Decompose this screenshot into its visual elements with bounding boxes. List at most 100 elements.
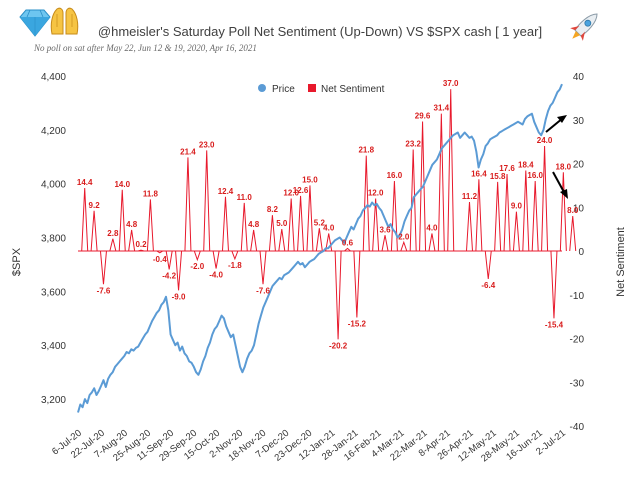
y2-tick-label: 30 [573, 116, 585, 127]
sentiment-spike [569, 215, 577, 252]
sentiment-data-label: -1.8 [228, 261, 242, 270]
y2-tick-label: 0 [578, 247, 584, 258]
sentiment-data-label: 12.4 [218, 187, 234, 196]
arrow-down-icon [552, 171, 568, 199]
sentiment-data-label: 8.2 [267, 205, 279, 214]
y-tick-label: 3,200 [41, 395, 66, 406]
sentiment-data-label: -15.4 [545, 320, 564, 329]
sentiment-spike [250, 229, 258, 252]
sentiment-data-label: 17.6 [499, 164, 515, 173]
legend: Price Net Sentiment [258, 84, 385, 95]
sentiment-spike [503, 173, 511, 252]
sentiment-data-label: -20.2 [329, 341, 348, 350]
y-tick-label: 4,000 [41, 180, 66, 191]
rocket-icon [570, 13, 598, 41]
sentiment-data-label: 0.6 [342, 238, 354, 247]
sentiment-data-label: 11.0 [237, 193, 253, 202]
y-tick-label: 3,400 [41, 341, 66, 352]
sentiment-spike [372, 198, 380, 252]
sentiment-spike [484, 250, 492, 280]
sentiment-spike [522, 170, 530, 252]
sentiment-data-label: 4.0 [323, 224, 335, 233]
y2-axis-ticks: -40 -30 -20 -10 0 10 20 30 40 [570, 72, 585, 433]
sentiment-data-label: 31.4 [434, 104, 450, 113]
sentiment-data-label: 18.0 [556, 162, 572, 171]
y-tick-label: 4,200 [41, 126, 66, 137]
sentiment-data-label: 21.8 [358, 146, 374, 155]
sentiment-spike [475, 179, 483, 252]
sentiment-spike [531, 180, 539, 252]
sentiment-data-label: 24.0 [537, 136, 553, 145]
sentiment-data-label: 2.0 [398, 232, 410, 241]
y2-tick-label: 40 [573, 72, 585, 83]
sentiment-spike [240, 202, 248, 252]
sentiment-spike [447, 89, 455, 252]
sentiment-data-label: 23.2 [405, 140, 421, 149]
sentiment-spike [344, 247, 351, 252]
sentiment-data-label: -15.2 [348, 320, 367, 329]
sentiment-spike [437, 113, 445, 252]
sentiment-spike [259, 250, 267, 285]
sentiment-data-label: -6.4 [481, 281, 495, 290]
sentiment-spike [231, 250, 239, 261]
sentiment-data-label: 12.6 [293, 186, 309, 195]
y2-tick-label: -40 [570, 422, 585, 433]
sentiment-data-label: 15.0 [302, 175, 318, 184]
sentiment-data-label: -2.0 [190, 262, 204, 271]
sentiment-data-label: 5.2 [314, 218, 326, 227]
sentiment-spike [306, 185, 314, 252]
sentiment-data-label: 18.4 [518, 161, 534, 170]
arrow-up-icon [545, 115, 567, 133]
sentiment-spike [315, 228, 323, 252]
sentiment-spike [428, 233, 436, 252]
y-axis-ticks: 3,200 3,400 3,600 3,800 4,000 4,200 4,400 [41, 72, 66, 406]
sentiment-data-label: 16.0 [387, 171, 403, 180]
sentiment-spike [165, 250, 173, 270]
sentiment-data-label: 11.2 [462, 192, 478, 201]
chart-title: @hmeisler's Saturday Poll Net Sentiment … [97, 24, 543, 39]
sentiment-data-label: 4.8 [248, 220, 260, 229]
sentiment-spike [541, 145, 549, 252]
sentiment-data-label: 21.4 [180, 147, 196, 156]
sentiment-spike [90, 210, 98, 252]
sentiment-spike [494, 181, 502, 252]
sentiment-spike [400, 240, 408, 252]
y2-tick-label: -30 [570, 378, 585, 389]
sentiment-data-label: 4.8 [126, 220, 138, 229]
sentiment-spike [128, 229, 136, 252]
sentiment-data-label: 16.0 [527, 171, 543, 180]
gem-icon [19, 9, 51, 37]
sentiment-data-label: 12.0 [368, 189, 384, 198]
sentiment-data-label: 14.4 [77, 178, 93, 187]
sentiment-spike [146, 199, 154, 252]
sentiment-data-label: -7.6 [256, 286, 270, 295]
sentiment-spike [334, 250, 342, 340]
y2-tick-label: -20 [570, 335, 585, 346]
sentiment-spike [99, 250, 107, 285]
legend-sentiment-marker [308, 84, 316, 92]
sentiment-spike [193, 250, 201, 262]
sentiment-spike [390, 180, 398, 252]
sentiment-spike [221, 196, 229, 252]
sentiment-spike [81, 187, 89, 252]
sentiment-spike [550, 250, 558, 319]
y2-tick-label: 10 [573, 203, 585, 214]
sentiment-data-label: 37.0 [443, 79, 459, 88]
sentiment-data-label: -4.2 [162, 271, 176, 280]
sentiment-data-labels: 14.4 9.2 -7.6 2.8 14.0 4.8 0.2 11.8 -0.4 -4.2 -9.0… [77, 79, 579, 350]
sentiment-spike [175, 250, 183, 291]
sentiment-spike [137, 249, 145, 252]
sentiment-data-label: -0.4 [153, 255, 167, 264]
sentiment-data-label: 16.4 [471, 169, 487, 178]
sentiment-spike [297, 195, 305, 252]
sentiment-series [81, 89, 577, 340]
sentiment-spike [268, 215, 276, 252]
legend-price-label: Price [272, 84, 295, 95]
sentiment-data-label: 5.0 [276, 219, 288, 228]
sentiment-data-label: 29.6 [415, 112, 431, 121]
x-axis-ticks: 6-Jul-2022-Jul-207-Aug-2025-Aug-2011-Sep… [50, 428, 568, 465]
sentiment-spike [353, 250, 361, 318]
y-tick-label: 4,400 [41, 72, 66, 83]
sentiment-data-label: -7.6 [97, 286, 111, 295]
sentiment-spike [184, 157, 192, 252]
